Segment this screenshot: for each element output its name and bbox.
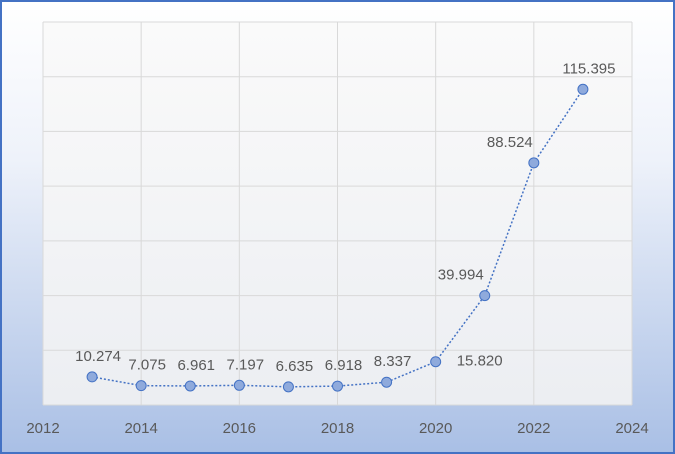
marker (282, 381, 294, 393)
x-tick-label: 2018 (321, 420, 354, 437)
marker (430, 356, 442, 368)
data-label: 15.820 (457, 353, 503, 370)
x-tick-label: 2024 (615, 420, 648, 437)
data-label: 115.395 (562, 60, 615, 77)
marker (233, 379, 245, 391)
data-label: 6.961 (177, 357, 215, 374)
data-label: 8.337 (374, 353, 412, 370)
marker (381, 376, 393, 388)
data-label: 7.075 (128, 357, 166, 374)
marker (184, 380, 196, 392)
data-label: 88.524 (487, 134, 533, 151)
x-tick-label: 2012 (26, 420, 59, 437)
marker (332, 380, 343, 392)
x-tick-label: 2022 (517, 420, 550, 437)
x-tick-label: 2014 (124, 420, 157, 437)
data-label: 6.918 (325, 357, 363, 374)
data-label: 39.994 (438, 267, 484, 284)
marker (528, 157, 540, 169)
marker (479, 290, 491, 302)
x-tick-label: 2016 (223, 420, 256, 437)
data-label: 6.635 (276, 358, 314, 375)
data-label: 7.197 (227, 356, 265, 373)
marker (577, 83, 589, 95)
marker (86, 371, 98, 383)
marker (135, 380, 147, 392)
x-tick-label: 2020 (419, 420, 452, 437)
data-label: 10.274 (75, 348, 121, 365)
